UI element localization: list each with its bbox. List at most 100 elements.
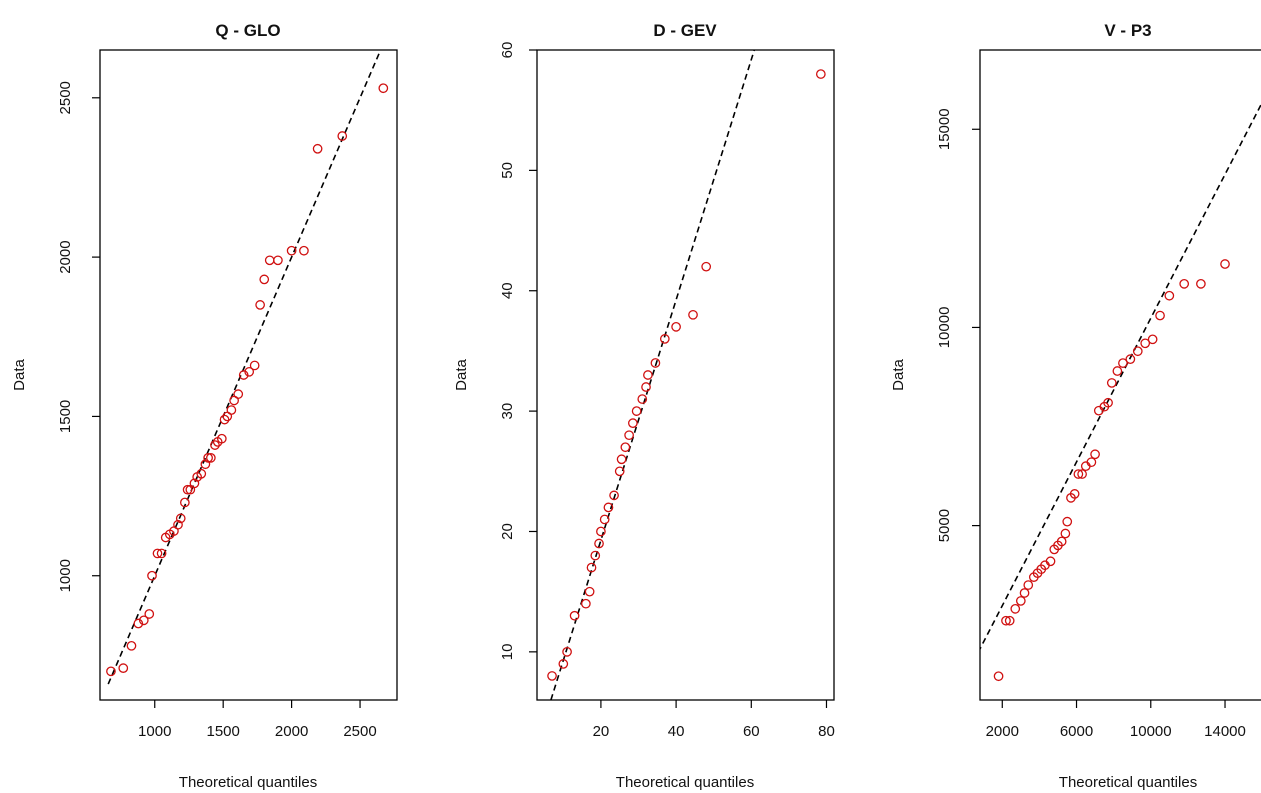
y-tick-label: 5000 bbox=[936, 509, 953, 542]
data-point bbox=[1004, 615, 1015, 626]
data-point bbox=[1015, 596, 1026, 606]
data-point bbox=[1118, 358, 1128, 368]
y-tick-label: 10000 bbox=[936, 307, 953, 349]
data-point bbox=[581, 598, 591, 609]
data-point bbox=[200, 459, 211, 470]
data-point bbox=[1132, 346, 1143, 357]
reference-line bbox=[980, 103, 1261, 651]
data-point bbox=[182, 484, 193, 495]
y-tick-label: 1000 bbox=[57, 559, 74, 592]
data-point bbox=[273, 255, 283, 266]
reference-line bbox=[107, 50, 382, 685]
y-tick-label: 15000 bbox=[936, 108, 953, 150]
data-point bbox=[628, 418, 638, 428]
x-tick-label: 10000 bbox=[1130, 723, 1172, 740]
x-tick-label: 2500 bbox=[343, 723, 376, 740]
x-tick-label: 6000 bbox=[1060, 723, 1093, 740]
panel-title: V - P3 bbox=[1104, 21, 1151, 40]
panel-title: Q - GLO bbox=[215, 21, 280, 40]
data-point bbox=[1196, 278, 1206, 289]
data-point bbox=[133, 618, 144, 629]
data-point bbox=[603, 502, 614, 513]
data-point bbox=[189, 478, 200, 489]
data-point bbox=[1103, 397, 1113, 408]
y-tick-label: 2000 bbox=[57, 240, 74, 273]
data-point bbox=[596, 526, 606, 537]
data-point bbox=[701, 261, 712, 272]
data-point bbox=[1010, 603, 1021, 614]
panel-v-p3: V - P3 Theoretical quantiles Data 2000 60… bbox=[890, 21, 1261, 791]
data-point bbox=[196, 468, 207, 479]
data-point bbox=[643, 370, 653, 380]
data-point bbox=[156, 548, 167, 559]
data-point bbox=[106, 666, 116, 677]
x-axis-label: Theoretical quantiles bbox=[179, 774, 317, 791]
plot-frame bbox=[979, 49, 1261, 701]
y-tick-label: 2500 bbox=[57, 81, 74, 114]
data-point bbox=[216, 433, 227, 444]
data-point bbox=[312, 143, 323, 154]
data-point bbox=[1140, 338, 1151, 349]
data-point bbox=[609, 490, 619, 501]
data-point bbox=[1062, 516, 1073, 527]
y-axis-label: Data bbox=[453, 359, 470, 391]
data-point bbox=[624, 430, 634, 441]
data-point bbox=[173, 519, 183, 530]
data-point bbox=[210, 440, 220, 450]
data-point bbox=[650, 358, 661, 368]
y-axis-label: Data bbox=[11, 359, 28, 391]
data-point bbox=[599, 514, 610, 525]
panel-d-gev: D - GEV Theoretical quantiles Data 20 40 6… bbox=[453, 21, 835, 791]
data-point bbox=[616, 454, 627, 465]
data-point bbox=[815, 69, 826, 79]
data-point bbox=[1179, 278, 1190, 289]
data-point bbox=[259, 274, 270, 285]
y-tick-label: 1500 bbox=[57, 400, 74, 433]
panel-q-glo: Q - GLO Theoretical quantiles Data 1000 1… bbox=[11, 21, 398, 791]
data-point bbox=[1069, 489, 1080, 499]
data-point bbox=[299, 245, 309, 256]
data-point bbox=[1023, 580, 1034, 590]
data-point bbox=[152, 548, 163, 559]
data-point bbox=[138, 615, 149, 626]
data-point bbox=[584, 586, 595, 597]
data-point bbox=[337, 131, 348, 141]
data-point bbox=[1073, 469, 1084, 479]
data-point bbox=[562, 647, 572, 657]
x-tick-label: 2000 bbox=[275, 723, 308, 740]
x-axis-label: Theoretical quantiles bbox=[1059, 774, 1197, 791]
x-tick-label: 80 bbox=[818, 723, 835, 740]
data-point bbox=[1056, 536, 1067, 547]
data-point bbox=[203, 452, 213, 463]
x-tick-label: 2000 bbox=[986, 723, 1019, 740]
data-point bbox=[1001, 615, 1011, 626]
data-point bbox=[1147, 334, 1158, 345]
x-tick-label: 14000 bbox=[1204, 723, 1246, 740]
data-point bbox=[219, 414, 230, 425]
y-tick-label: 20 bbox=[499, 523, 516, 540]
data-point bbox=[126, 640, 137, 651]
data-point bbox=[620, 442, 631, 453]
data-point bbox=[1086, 457, 1097, 468]
data-point bbox=[226, 405, 237, 415]
data-point bbox=[671, 322, 681, 332]
data-point bbox=[1019, 588, 1030, 598]
data-point bbox=[586, 562, 597, 573]
data-point bbox=[631, 406, 642, 416]
data-point bbox=[641, 382, 651, 392]
data-point bbox=[255, 300, 265, 310]
data-point bbox=[590, 550, 601, 561]
data-point bbox=[206, 452, 216, 463]
data-point bbox=[286, 245, 297, 256]
data-point bbox=[1045, 556, 1056, 567]
y-tick-label: 50 bbox=[499, 162, 516, 179]
data-point bbox=[614, 466, 625, 477]
data-point bbox=[378, 83, 389, 94]
data-point bbox=[569, 610, 580, 621]
panel-title: D - GEV bbox=[653, 21, 717, 40]
data-point bbox=[180, 497, 190, 508]
data-point bbox=[1106, 378, 1117, 388]
y-tick-label: 40 bbox=[499, 282, 516, 299]
x-axis-label: Theoretical quantiles bbox=[616, 774, 754, 791]
